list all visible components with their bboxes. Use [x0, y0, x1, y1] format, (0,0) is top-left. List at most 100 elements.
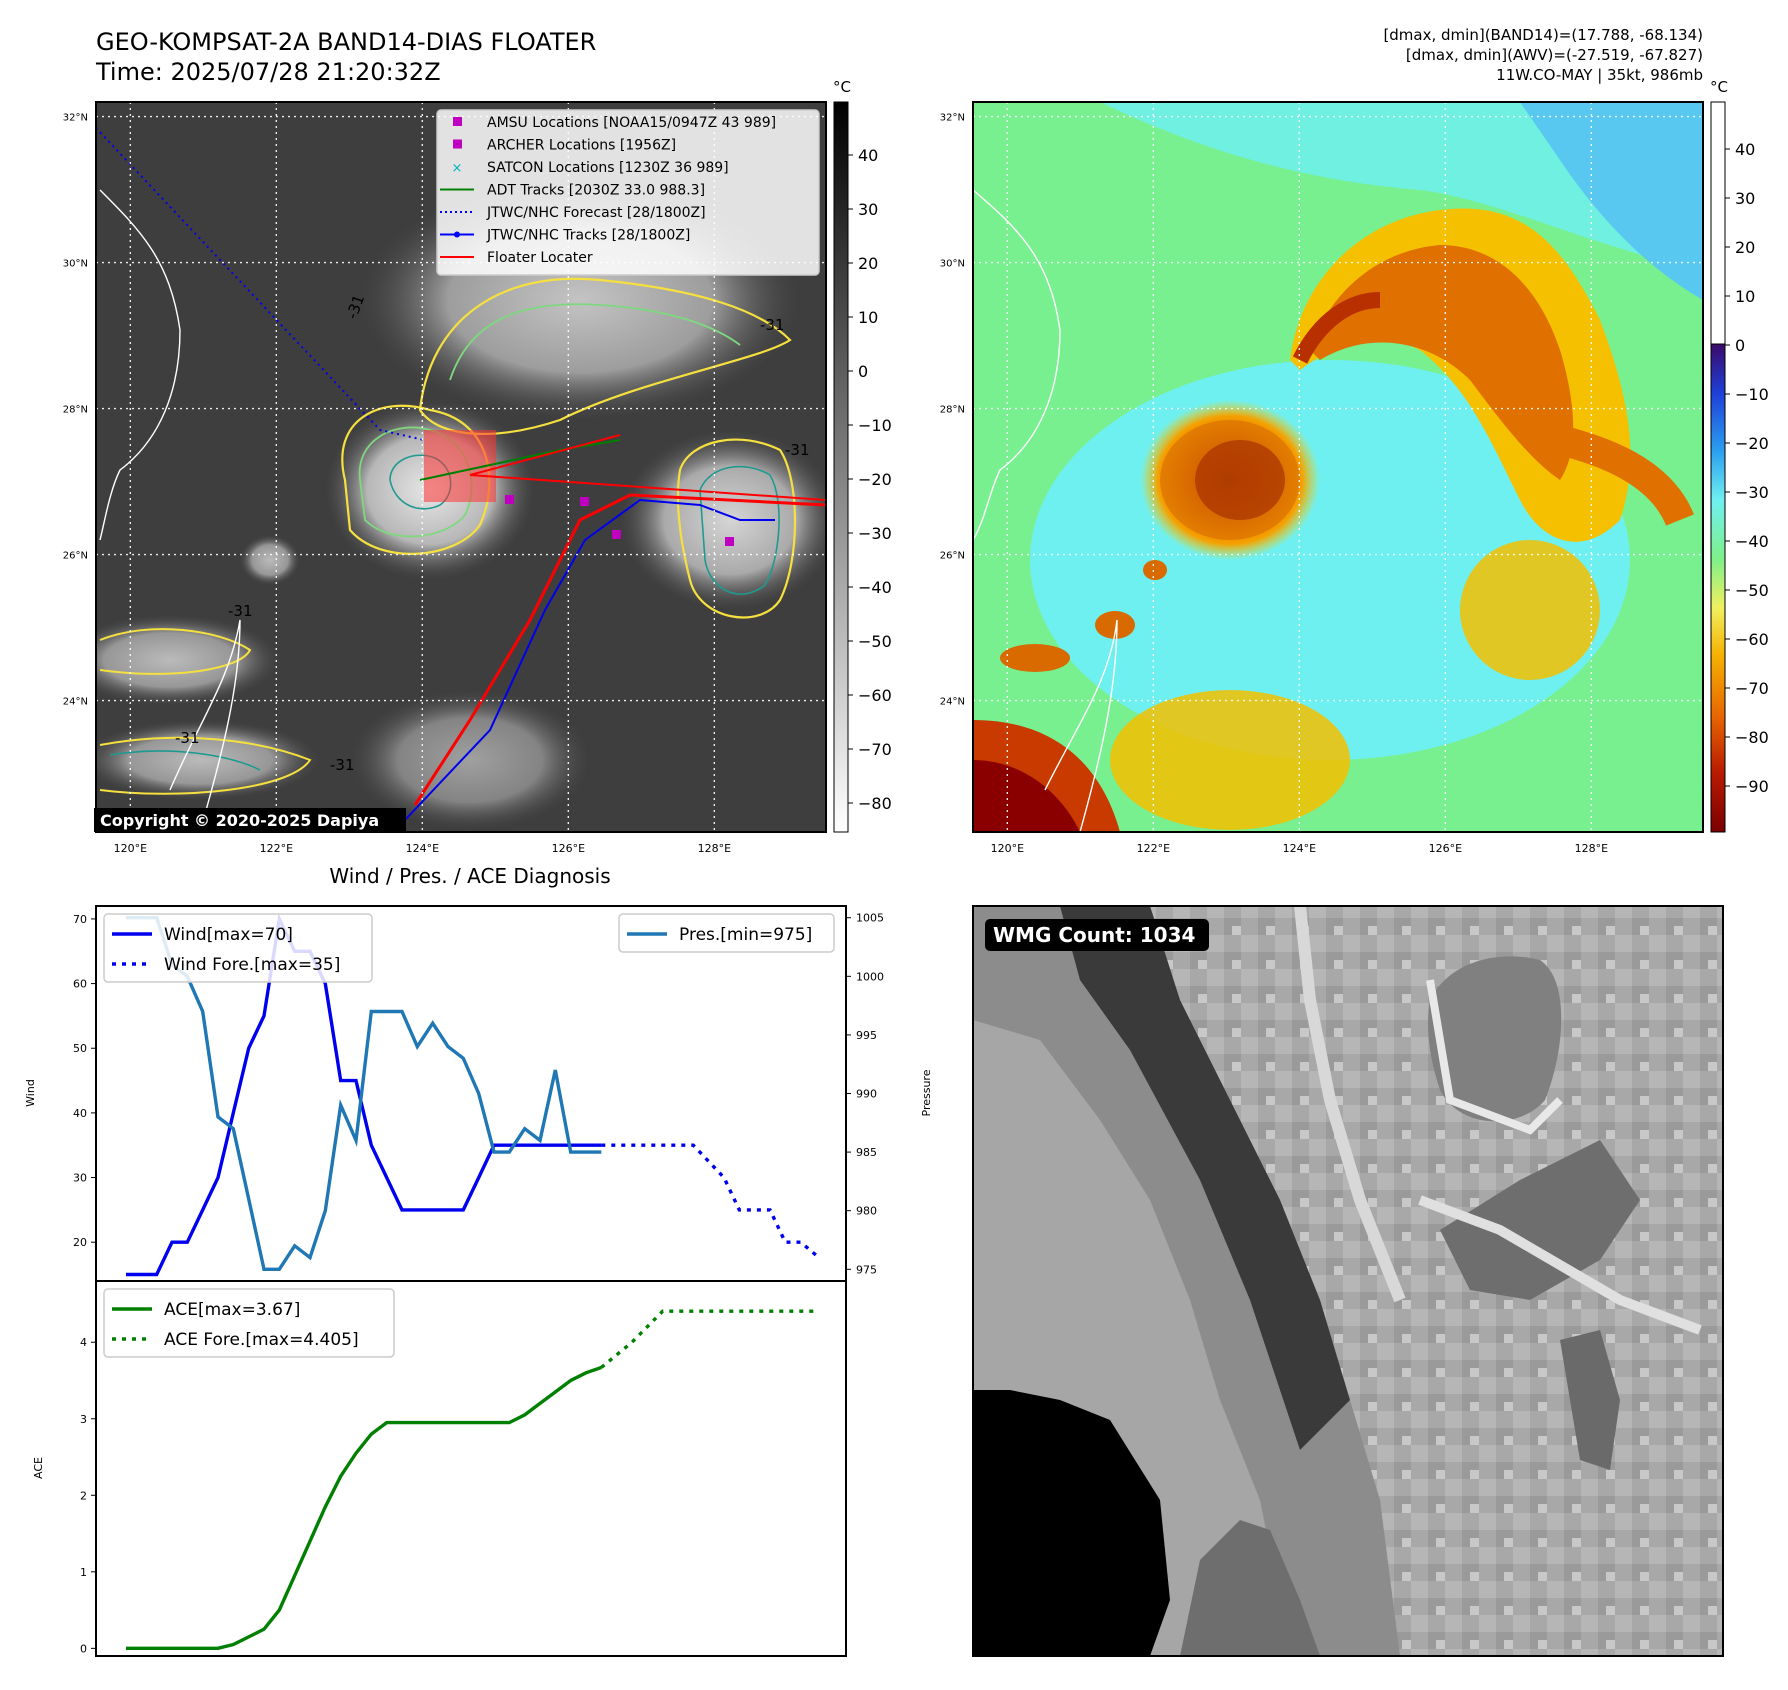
ace-chart: ACE 0 1 2 3 4 ACE[max=3.67] ACE Fore.[max=4.40…	[32, 1280, 847, 1657]
y2-tick-label: 975	[856, 1263, 877, 1276]
lat-tick-label: 26°N	[940, 551, 965, 562]
colorbar-tick-label: −30	[858, 524, 892, 543]
contour-label: -31	[175, 729, 200, 747]
y2-tick-label: 995	[856, 1029, 877, 1042]
chart-legend: Wind[max=70] Wind Fore.[max=35]	[103, 913, 373, 983]
ir-map-ticks: 120°E 122°E 124°E 126°E 128°E 32°N 30°N 28°N 26°…	[63, 113, 731, 855]
lon-tick-label: 124°E	[406, 842, 439, 855]
contour-label: -31	[228, 602, 253, 620]
color-gridlines	[973, 102, 1703, 832]
colorbar-tick-label: −10	[858, 416, 892, 435]
color-map-frame	[972, 101, 1704, 833]
legend-label: JTWC/NHC Forecast [28/1800Z]	[486, 205, 706, 221]
legend-entry: ADT Tracks [2030Z 33.0 988.3]	[440, 183, 705, 199]
y-tick-label: 40	[73, 1107, 87, 1120]
color-colorbar: °C 40 30 20 10 0 −10 −20 −30 −40 −50 −60 −70 −80 −90	[1710, 78, 1769, 833]
legend-label: ACE[max=3.67]	[164, 1300, 300, 1320]
lat-tick-label: 32°N	[63, 113, 88, 124]
y-tick-label: 70	[73, 913, 87, 926]
lon-tick-label: 120°E	[991, 842, 1024, 855]
wmg-count-box	[985, 919, 1209, 951]
legend-label: ADT Tracks [2030Z 33.0 988.3]	[487, 183, 705, 199]
lat-tick-label: 24°N	[63, 697, 88, 708]
colorbar-tick-label: 40	[1735, 140, 1755, 159]
lon-tick-label: 128°E	[1575, 842, 1608, 855]
color-map-panel: 120°E 122°E 124°E 126°E 128°E 32°N 30°N 28°N 26°…	[940, 101, 1704, 855]
colorbar-tick-label: 40	[858, 146, 878, 165]
chart-legend: ACE[max=3.67] ACE Fore.[max=4.405]	[103, 1288, 395, 1358]
contour-label: -31	[785, 441, 810, 459]
lat-tick-label: 30°N	[940, 259, 965, 270]
legend-label: JTWC/NHC Tracks [28/1800Z]	[486, 228, 690, 244]
lat-tick-label: 32°N	[940, 113, 965, 124]
colorbar-tick-label: −50	[1735, 581, 1769, 600]
info-storm: 11W.CO-MAY | 35kt, 986mb	[1496, 66, 1703, 84]
ir-colorbar: °C 40 30 20 10 0 −10 −20 −30 −40 −50 −60 −70 −80	[833, 78, 892, 833]
series-line	[600, 1309, 816, 1369]
colorbar-tick-label: −10	[1735, 385, 1769, 404]
colorbar-tick-label: −80	[858, 794, 892, 813]
legend-dot-marker	[454, 231, 460, 238]
legend-label: Floater Locater	[487, 250, 593, 266]
series-line	[601, 1143, 818, 1257]
lon-tick-label: 126°E	[1429, 842, 1462, 855]
contour-label: -31	[330, 756, 355, 774]
copyright-box	[94, 808, 406, 832]
ir-map-frame	[95, 101, 827, 833]
chart-legend: Pres.[min=975]	[618, 913, 835, 953]
colorbar-tick-label: −50	[858, 632, 892, 651]
legend-label: Pres.[min=975]	[679, 925, 812, 945]
pressure-ylabel: Pressure	[920, 1069, 933, 1116]
map-legend: AMSU Locations [NOAA15/0947Z 43 989] ARCH…	[436, 109, 820, 276]
color-colorbar-unit: °C	[1710, 78, 1728, 96]
legend-entry: ARCHER Locations [1956Z]	[453, 138, 676, 154]
contour-label: -31	[760, 316, 785, 334]
colorbar-tick-label: −60	[1735, 630, 1769, 649]
legend-label: Wind[max=70]	[164, 925, 293, 945]
color-map-ticks: 120°E 122°E 124°E 126°E 128°E 32°N 30°N 28°N 26°…	[940, 113, 1608, 855]
legend-label: ARCHER Locations [1956Z]	[487, 138, 676, 154]
y-tick-label: 4	[80, 1336, 87, 1349]
y2-tick-label: 990	[856, 1088, 877, 1101]
legend-entry: Floater Locater	[440, 250, 593, 266]
y-tick-label: 20	[73, 1236, 87, 1249]
y-tick-label: 1	[80, 1566, 87, 1579]
ir-colorbar-unit: °C	[833, 78, 851, 96]
wind-pressure-chart: Wind Pressure 20 30 40 50 60 70 975 980 985 990 99…	[24, 905, 933, 1282]
ace-chart-frame	[95, 1280, 847, 1657]
colorbar-tick-label: −20	[1735, 434, 1769, 453]
ir-map-panel: -31 -31 -31 -31 -31 -31 120°E 122°E 124°E 1…	[63, 101, 827, 855]
colorbar-tick-label: 30	[1735, 189, 1755, 208]
copyright-text: Copyright © 2020-2025 Dapiya	[100, 811, 379, 830]
color-map-image	[973, 102, 1703, 832]
figure-time: Time: 2025/07/28 21:20:32Z	[95, 58, 441, 86]
wmg-frame	[972, 905, 1724, 1657]
colorbar-tick-label: −20	[858, 470, 892, 489]
colorbar-tick-label: −70	[1735, 679, 1769, 698]
info-awv: [dmax, dmin](AWV)=(-27.519, -67.827)	[1406, 46, 1703, 64]
y-tick-label: 3	[80, 1413, 87, 1426]
series-line	[126, 916, 602, 1271]
figure-title: GEO-KOMPSAT-2A BAND14-DIAS FLOATER	[96, 28, 596, 56]
lat-tick-label: 24°N	[940, 697, 965, 708]
lat-tick-label: 30°N	[63, 259, 88, 270]
legend-entry: JTWC/NHC Tracks [28/1800Z]	[440, 228, 690, 244]
lon-tick-label: 122°E	[1137, 842, 1170, 855]
lon-tick-label: 124°E	[1283, 842, 1316, 855]
wmg-count-label: WMG Count: 1034	[993, 923, 1195, 947]
colorbar-tick-label: −70	[858, 740, 892, 759]
legend-entry: AMSU Locations [NOAA15/0947Z 43 989]	[453, 115, 776, 131]
wmg-panel: WMG Count: 1034	[972, 905, 1724, 1657]
colorbar-tick-label: 20	[1735, 238, 1755, 257]
series-line	[126, 1365, 602, 1650]
y2-tick-label: 1000	[856, 970, 884, 983]
legend-label: Wind Fore.[max=35]	[164, 955, 340, 975]
lon-tick-label: 122°E	[260, 842, 293, 855]
colorbar-tick-label: −40	[858, 578, 892, 597]
lat-tick-label: 28°N	[940, 405, 965, 416]
info-band14: [dmax, dmin](BAND14)=(17.788, -68.134)	[1383, 26, 1703, 44]
diagnosis-title: Wind / Pres. / ACE Diagnosis	[329, 864, 610, 888]
wind-ylabel: Wind	[24, 1079, 37, 1107]
series-line	[126, 913, 602, 1277]
